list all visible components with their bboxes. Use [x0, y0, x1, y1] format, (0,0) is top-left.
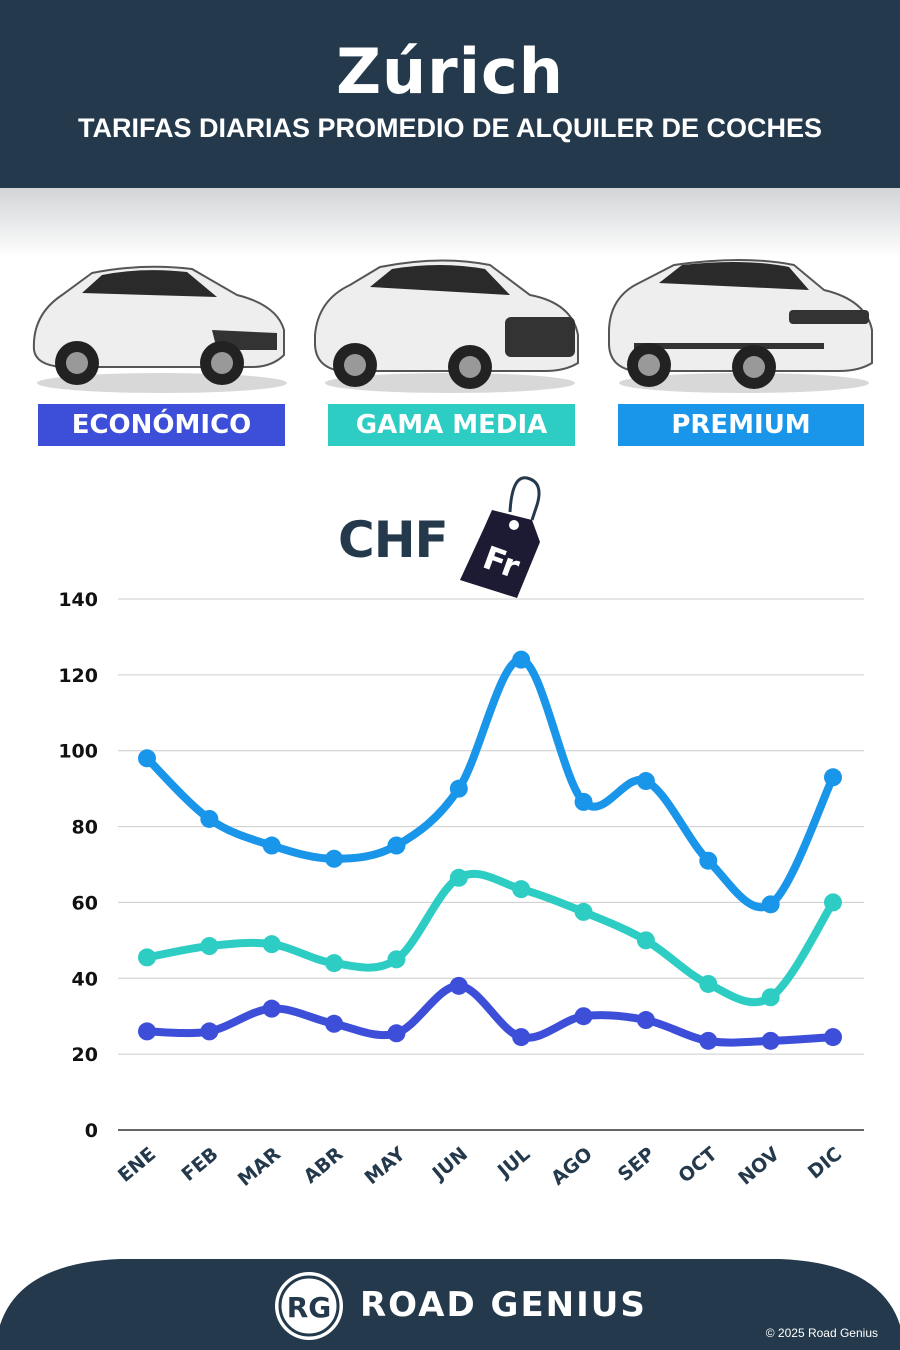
brand-name: ROAD GENIUS	[360, 1285, 647, 1325]
economy-car-image	[32, 265, 287, 393]
series-line	[143, 869, 837, 1007]
data-point	[262, 999, 281, 1018]
data-point	[449, 779, 468, 798]
series-2	[138, 650, 842, 914]
data-point	[262, 836, 281, 855]
data-point	[824, 768, 842, 787]
page-title: Zúrich	[336, 35, 564, 108]
y-tick-label: 140	[58, 589, 98, 611]
midsize-car-image	[314, 259, 579, 393]
y-tick-label: 20	[72, 1044, 98, 1066]
data-point	[325, 849, 344, 868]
x-tick-label: ENE	[114, 1143, 160, 1187]
data-point	[574, 792, 593, 811]
footer-banner	[0, 1259, 900, 1350]
x-tick-label: MAY	[361, 1143, 410, 1189]
data-point	[824, 893, 842, 912]
data-point	[325, 954, 344, 973]
x-tick-label: DIC	[804, 1143, 846, 1184]
data-point	[574, 1007, 593, 1026]
data-point	[699, 1031, 718, 1050]
data-point	[824, 1028, 842, 1047]
y-tick-label: 0	[85, 1120, 98, 1142]
data-point	[387, 950, 406, 969]
legend-economico: ECONÓMICO	[38, 404, 285, 446]
data-point	[138, 1022, 156, 1041]
chart-grid	[118, 598, 864, 1131]
header-banner: Zúrich TARIFAS DIARIAS PROMEDIO DE ALQUI…	[0, 0, 900, 188]
y-tick-label: 40	[72, 968, 98, 990]
data-point	[636, 1011, 655, 1030]
header-shadow	[0, 188, 900, 258]
data-point	[699, 851, 718, 870]
price-tag-icon: Fr	[460, 476, 541, 598]
series-line	[143, 655, 837, 912]
data-point	[636, 772, 655, 791]
data-point	[449, 976, 468, 995]
x-tick-label: OCT	[674, 1143, 721, 1188]
data-point	[325, 1014, 344, 1033]
data-point	[574, 902, 593, 921]
y-tick-label: 120	[58, 665, 98, 687]
data-point	[200, 1022, 219, 1041]
x-tick-label: JUN	[427, 1143, 472, 1186]
data-point	[262, 935, 281, 954]
x-tick-label: SEP	[614, 1143, 659, 1186]
data-point	[387, 836, 406, 855]
line-chart: 0 20 40 60 80 100 120 140 ENE FEB MAR ABR MAY JUN JUL…	[58, 589, 864, 1191]
currency-label: CHF	[338, 511, 449, 569]
x-tick-label: ABR	[300, 1143, 348, 1188]
data-point	[512, 1028, 531, 1047]
page-subtitle: TARIFAS DIARIAS PROMEDIO DE ALQUILER DE …	[77, 113, 823, 143]
x-tick-label: MAR	[234, 1143, 285, 1191]
x-tick-label: FEB	[177, 1143, 222, 1186]
x-tick-label: AGO	[547, 1143, 597, 1190]
data-point	[761, 1031, 780, 1050]
x-tick-label: NOV	[734, 1143, 784, 1190]
y-axis-ticks: 0 20 40 60 80 100 120 140	[58, 589, 98, 1142]
data-point	[138, 749, 156, 768]
data-point	[761, 895, 780, 914]
y-tick-label: 80	[72, 817, 98, 839]
data-point	[449, 868, 468, 887]
data-point	[200, 809, 219, 828]
data-point	[512, 650, 531, 669]
road-genius-logo-icon: RG	[275, 1272, 343, 1340]
legend-gama-media: GAMA MEDIA	[328, 404, 575, 446]
logo-initials: RG	[287, 1291, 332, 1324]
chart-series	[138, 650, 842, 1050]
x-axis-ticks: ENE FEB MAR ABR MAY JUN JUL AGO SEP OCT NOV DIC	[114, 1143, 846, 1191]
x-tick-label: JUL	[492, 1143, 534, 1183]
legend-premium: PREMIUM	[618, 404, 864, 446]
copyright: © 2025 Road Genius	[765, 1326, 878, 1340]
data-point	[699, 974, 718, 993]
data-point	[512, 880, 531, 899]
data-point	[761, 988, 780, 1007]
data-point	[138, 948, 156, 967]
y-tick-label: 60	[72, 892, 98, 914]
series-0	[138, 976, 842, 1050]
data-point	[636, 931, 655, 950]
series-1	[138, 868, 842, 1007]
premium-car-image	[608, 259, 873, 393]
data-point	[200, 937, 219, 956]
data-point	[387, 1024, 406, 1043]
y-tick-label: 100	[58, 741, 98, 763]
